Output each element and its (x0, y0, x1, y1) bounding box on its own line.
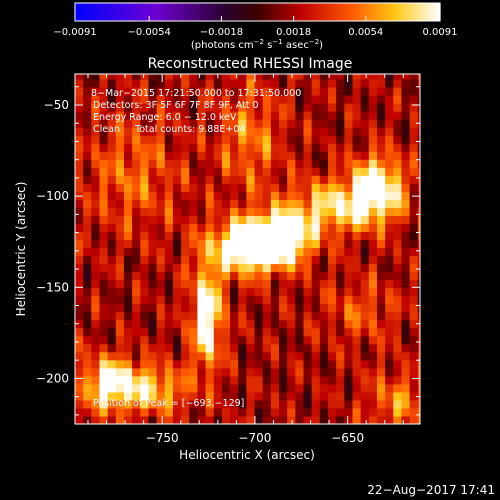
x-tick-label: −750 (146, 431, 179, 445)
y-tick-label: −100 (36, 189, 69, 203)
chart-title: Reconstructed RHESSI Image (148, 56, 353, 72)
y-tick-label: −150 (36, 280, 69, 294)
y-tick-label: −200 (36, 371, 69, 385)
plot-frame (74, 73, 421, 425)
colorbar-tick-label: 0.0054 (348, 27, 383, 38)
colorbar-tick-label: −0.0091 (53, 27, 96, 38)
info-line-clean: Clean Total counts: 9.88E+04 (93, 124, 245, 135)
y-axis-label: Heliocentric Y (arcsec) (14, 182, 28, 317)
y-tick-label: −50 (44, 98, 69, 112)
info-line-energy: Energy Range: 6.0 − 12.0 keV (93, 112, 237, 123)
colorbar-tick-label: −0.0018 (200, 27, 243, 38)
x-tick-label: −700 (238, 431, 271, 445)
x-axis-label: Heliocentric X (arcsec) (179, 448, 315, 462)
footer-timestamp: 22−Aug−2017 17:41 (367, 483, 495, 497)
colorbar-label: (photons cm−2 s−1 asec−2) (191, 38, 323, 51)
colorbar-tick-label: 0.0091 (423, 27, 458, 38)
peak-position-label: Position of Peak = [−693,−129] (93, 398, 244, 409)
x-axis-ticks: −750 −700 −650 (87, 74, 404, 445)
info-line-time: 8−Mar−2015 17:21:50.000 to 17:31:50.000 (91, 88, 301, 99)
colorbar-ticks: −0.0091 −0.0054 −0.0018 0.0018 0.0054 0.0091 (53, 16, 458, 38)
x-tick-label: −650 (331, 431, 364, 445)
colorbar-tick-label: −0.0054 (128, 27, 171, 38)
observation-info: 8−Mar−2015 17:21:50.000 to 17:31:50.000 … (91, 88, 301, 135)
colorbar-tick-label: 0.0018 (276, 27, 311, 38)
colorbar-gradient (75, 3, 441, 21)
heatmap-image (75, 74, 420, 424)
y-axis-ticks: −50 −100 −150 −200 (36, 86, 420, 416)
info-line-detectors: Detectors: 3F 5F 6F 7F 8F 9F, Att 0 (93, 100, 259, 111)
colorbar: −0.0091 −0.0054 −0.0018 0.0018 0.0054 0.0091 … (53, 2, 458, 51)
